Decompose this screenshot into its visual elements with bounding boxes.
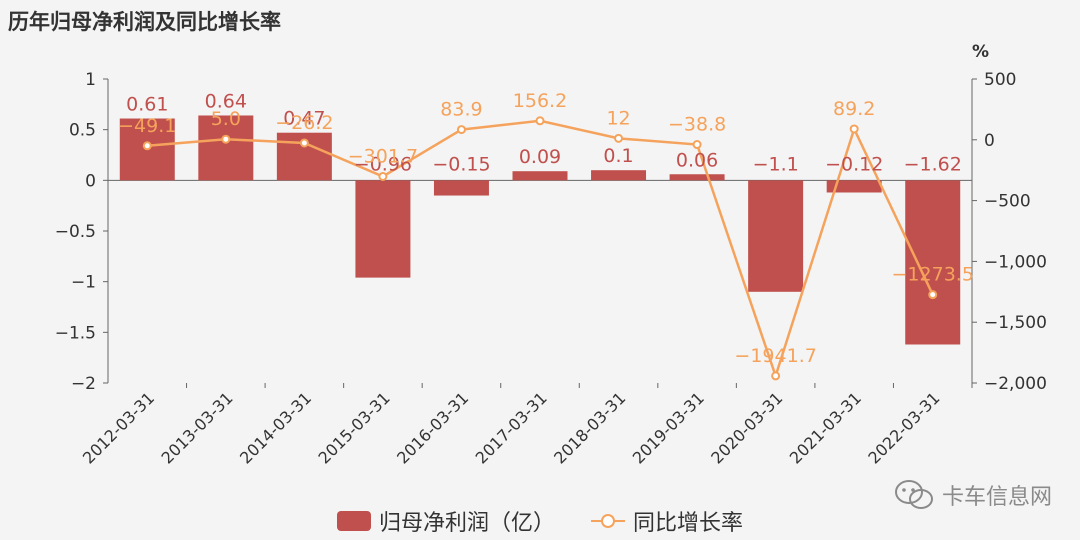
bar-value-label: 0.09: [519, 146, 561, 168]
y-right-tick-label: −500: [984, 192, 1031, 212]
bar: [669, 174, 725, 181]
bar-value-label: −0.15: [432, 153, 490, 175]
growth-point: [928, 290, 938, 300]
y-left-tick-label: 1: [85, 70, 96, 90]
bar-value-label: −1.62: [904, 153, 962, 175]
bar: [433, 180, 489, 196]
y-right-unit: %: [972, 42, 989, 62]
bar: [905, 180, 961, 345]
growth-point: [849, 124, 859, 134]
y-right-tick-label: 0: [984, 131, 995, 151]
y-left-tick-label: −2: [71, 374, 96, 394]
chat-bubble-icon: [894, 480, 933, 509]
x-tick-label: 2021-03-31: [786, 388, 865, 467]
growth-value-label: 89.2: [833, 98, 875, 120]
y-left-tick-label: −0.5: [55, 222, 96, 242]
growth-value-label: 12: [606, 107, 630, 129]
bar-value-label: −0.96: [354, 153, 412, 175]
y-left-tick-label: 0: [85, 171, 96, 191]
bar: [748, 180, 804, 292]
growth-value-label: −49.1: [118, 115, 176, 137]
watermark-text: 卡车信息网: [941, 485, 1052, 510]
y-right-tick-label: −2,000: [984, 374, 1047, 394]
y-right-tick-label: −1,500: [984, 313, 1047, 333]
bar: [591, 170, 647, 181]
legend-item-bar[interactable]: 归母净利润（亿）: [336, 505, 555, 537]
x-tick-label: 2018-03-31: [550, 388, 629, 467]
growth-point: [221, 134, 231, 144]
growth-value-label: 83.9: [440, 99, 482, 121]
bar-value-label: −0.12: [825, 153, 883, 175]
y-left-tick-label: 0.5: [69, 121, 96, 141]
y-right-tick-label: −1,000: [984, 252, 1047, 272]
bar: [512, 171, 568, 181]
y-left-tick-label: −1.5: [55, 323, 96, 343]
bar-value-label: −1.1: [753, 153, 799, 175]
chart-title: 历年归母净利润及同比增长率: [8, 10, 281, 34]
legend: 归母净利润（亿） 同比增长率: [0, 505, 1080, 537]
bar-value-label: 0.1: [603, 145, 633, 167]
growth-point: [771, 371, 781, 381]
bar: [826, 180, 882, 193]
bar-value-label: 0.64: [205, 90, 247, 112]
growth-value-label: −1273.5: [892, 264, 974, 286]
x-tick-label: 2013-03-31: [157, 388, 236, 467]
watermark: 卡车信息网: [894, 478, 1052, 512]
y-left-tick-label: −1: [71, 273, 96, 293]
growth-point: [535, 116, 545, 126]
growth-value-label: −38.8: [668, 114, 726, 136]
x-tick-label: 2017-03-31: [472, 388, 551, 467]
growth-point: [614, 133, 624, 143]
legend-bar-swatch: [336, 511, 371, 531]
growth-point: [142, 141, 152, 151]
legend-label-bar: 归母净利润（亿）: [378, 511, 555, 536]
bar: [198, 115, 254, 181]
x-tick-label: 2019-03-31: [629, 388, 708, 467]
y-right-tick-label: 500: [984, 70, 1016, 90]
growth-value-label: −1941.7: [734, 345, 816, 367]
growth-value-label: 156.2: [513, 90, 567, 112]
legend-item-line[interactable]: 同比增长率: [591, 505, 743, 537]
x-tick-label: 2022-03-31: [864, 388, 943, 467]
bar-value-label: 0.47: [283, 108, 325, 130]
growth-point: [456, 125, 466, 135]
bar-value-label: 0.06: [676, 149, 718, 171]
legend-line-swatch: [591, 514, 625, 528]
x-tick-label: 2020-03-31: [707, 388, 786, 467]
growth-point: [692, 140, 702, 150]
growth-point: [299, 138, 309, 148]
growth-value-label: 5.0: [211, 108, 241, 130]
growth-point: [378, 171, 388, 181]
x-tick-label: 2016-03-31: [393, 388, 472, 467]
legend-label-line: 同比增长率: [633, 511, 744, 536]
x-tick-label: 2014-03-31: [236, 388, 315, 467]
x-tick-label: 2012-03-31: [79, 388, 158, 467]
growth-value-label: −301.7: [348, 145, 418, 167]
bar-value-label: 0.61: [126, 94, 168, 116]
x-tick-label: 2015-03-31: [315, 388, 394, 467]
bar: [355, 180, 411, 278]
growth-value-label: −26.2: [275, 112, 333, 134]
